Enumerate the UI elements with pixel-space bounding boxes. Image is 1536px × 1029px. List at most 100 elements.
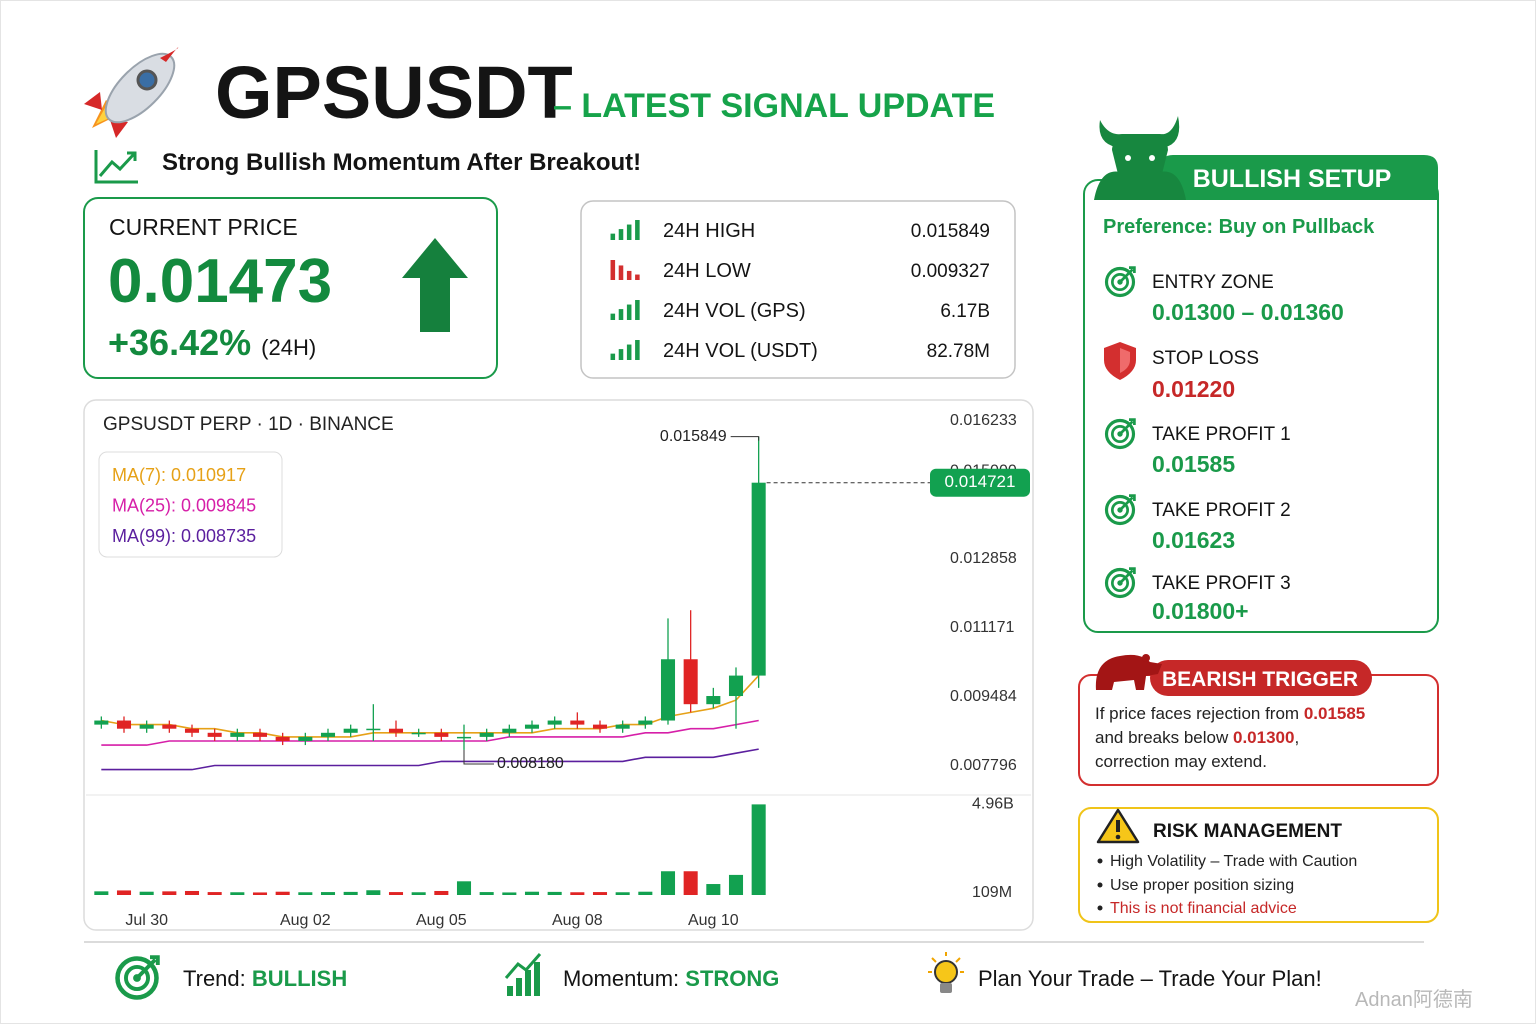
candle-body xyxy=(638,720,653,725)
subtitle: – LATEST SIGNAL UPDATE xyxy=(553,87,995,125)
volume-bar xyxy=(388,892,404,895)
bull-icon-part xyxy=(1094,171,1186,200)
stat-label: 24H HIGH xyxy=(663,220,755,242)
candle-body xyxy=(479,732,494,737)
bull-icon-part xyxy=(1149,155,1155,161)
level-value: 0.01800+ xyxy=(1152,598,1249,624)
risk-item: This is not financial advice xyxy=(1110,900,1297,917)
bulb-icon-part xyxy=(928,952,964,973)
candle-body xyxy=(139,724,154,729)
y-tick-label: 0.007796 xyxy=(950,757,1017,774)
tagline: Strong Bullish Momentum After Breakout! xyxy=(162,149,641,176)
momentum-icon-part xyxy=(516,978,522,996)
bullet xyxy=(1097,905,1103,911)
bearish-line: If price faces rejection from 0.01585 xyxy=(1095,704,1365,723)
candle-body xyxy=(366,728,381,731)
bear-icon-part xyxy=(1095,654,1162,690)
volume-tick-label: 4.96B xyxy=(972,796,1014,813)
high-leader xyxy=(730,436,760,441)
volume-bar xyxy=(116,890,132,895)
volume-bar xyxy=(524,891,540,895)
volume-bar xyxy=(298,892,313,895)
rocket-icon-part xyxy=(160,47,179,62)
bearish-title: BEARISH TRIGGER xyxy=(1162,668,1358,691)
bullet xyxy=(1097,882,1103,888)
legend-entry: MA(99): 0.008735 xyxy=(112,526,256,546)
bullish-card xyxy=(1083,179,1439,633)
level-label: ENTRY ZONE xyxy=(1152,272,1274,293)
volume-bar xyxy=(683,871,698,895)
title: GPSUSDT xyxy=(215,51,573,134)
x-tick-label: Aug 02 xyxy=(280,912,331,929)
volume-bar xyxy=(615,892,630,895)
price-tag-label: 0.014721 xyxy=(945,472,1016,491)
momentum-icon-part xyxy=(534,962,540,996)
up-arrow xyxy=(402,238,468,332)
volume-bar xyxy=(184,890,200,895)
level-label: TAKE PROFIT 1 xyxy=(1152,424,1291,445)
stat-value: 82.78M xyxy=(927,341,990,362)
volume-bar xyxy=(434,890,449,895)
bear-icon-part xyxy=(1142,654,1150,662)
bulb-icon-part xyxy=(934,960,958,984)
risk-card xyxy=(1078,807,1439,923)
ma-line xyxy=(101,719,759,746)
rocket-icon-part xyxy=(136,69,158,91)
volume-bar xyxy=(456,881,472,895)
candle-body xyxy=(388,728,404,733)
volume-bar xyxy=(547,891,562,895)
stats-card xyxy=(580,200,1016,379)
current-price: 0.01473 xyxy=(108,247,332,316)
momentum-icon-part xyxy=(507,986,513,996)
volume-bar xyxy=(592,892,608,895)
trend-icon-part xyxy=(94,150,138,184)
trend: Trend: BULLISH xyxy=(183,966,347,991)
warning-icon-part xyxy=(1116,820,1120,832)
shield-icon-part xyxy=(1120,348,1130,373)
risk-item: Use proper position sizing xyxy=(1110,877,1294,894)
candle-body xyxy=(660,659,676,721)
y-tick-label: 0.016233 xyxy=(950,412,1017,429)
bull-icon xyxy=(1094,116,1186,200)
momentum-icon xyxy=(504,953,542,996)
volume-bar xyxy=(660,871,676,895)
candle-body xyxy=(751,482,766,676)
momentum: Momentum: STRONG xyxy=(563,966,779,991)
level-label: STOP LOSS xyxy=(1152,348,1259,369)
rocket-icon xyxy=(84,47,179,138)
legend-box xyxy=(98,451,283,558)
volume-bar xyxy=(706,884,721,895)
x-tick-label: Aug 10 xyxy=(688,912,739,929)
bullish-header xyxy=(1160,155,1438,200)
y-tick-label: 0.009484 xyxy=(950,688,1017,705)
low-label: 0.008180 xyxy=(497,755,564,772)
momentum-icon-part xyxy=(504,953,542,979)
trend-icon-part xyxy=(127,151,137,161)
y-tick-label: 0.011171 xyxy=(950,619,1014,636)
candle-body xyxy=(524,724,540,729)
trend-value: BULLISH xyxy=(252,966,347,991)
momentum-value: STRONG xyxy=(685,966,779,991)
candle-body xyxy=(94,720,109,725)
bearish-text: correction may extend. xyxy=(1095,752,1267,771)
candle-body xyxy=(434,732,449,737)
level-value: 0.01300 – 0.01360 xyxy=(1152,299,1344,325)
candle-body xyxy=(592,724,608,729)
legend-entry: MA(25): 0.009845 xyxy=(112,496,256,516)
low-leader xyxy=(463,749,494,765)
volume-bar xyxy=(139,891,154,895)
level-value: 0.01585 xyxy=(1152,451,1235,477)
stat-label: 24H LOW xyxy=(663,260,751,282)
change-value: +36.42% xyxy=(108,322,251,363)
candle-body xyxy=(547,720,562,725)
price-card xyxy=(83,197,498,379)
rocket-icon-part xyxy=(84,92,102,110)
volume-bar xyxy=(570,892,585,895)
volume-bar xyxy=(638,891,653,895)
volume-bar xyxy=(207,892,222,895)
bullish-title: BULLISH SETUP xyxy=(1193,165,1392,193)
stat-value: 0.015849 xyxy=(911,221,990,242)
candle-body xyxy=(502,728,517,733)
stat-label: 24H VOL (GPS) xyxy=(663,300,806,322)
